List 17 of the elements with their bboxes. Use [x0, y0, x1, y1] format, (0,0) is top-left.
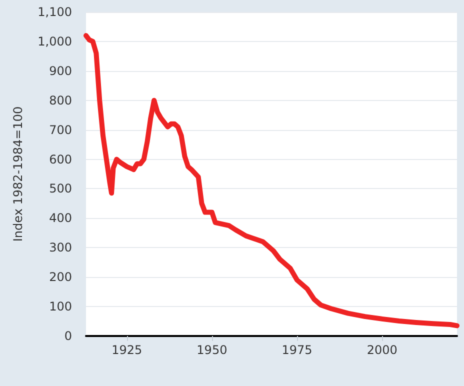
y-tick-label: 1,000	[38, 34, 72, 48]
y-tick-label: 600	[49, 152, 72, 166]
y-tick-label: 100	[49, 300, 72, 314]
y-tick-label: 900	[49, 64, 72, 78]
y-tick-label: 400	[49, 211, 72, 226]
y-tick-label: 200	[49, 270, 72, 284]
y-axis-title: Index 1982-1984=100	[11, 106, 25, 242]
y-tick-label: 0	[64, 329, 72, 343]
y-tick-label: 700	[49, 122, 72, 137]
y-tick-label: 1,100	[38, 5, 72, 19]
y-tick-label: 500	[49, 182, 72, 196]
y-tick-label: 800	[49, 93, 72, 108]
x-tick-label: 1950	[196, 343, 228, 357]
x-tick-label: 1975	[282, 343, 312, 357]
y-tick-label: 300	[49, 240, 72, 255]
x-tick-label: 1925	[112, 343, 142, 357]
x-tick-label: 2000	[366, 343, 398, 357]
